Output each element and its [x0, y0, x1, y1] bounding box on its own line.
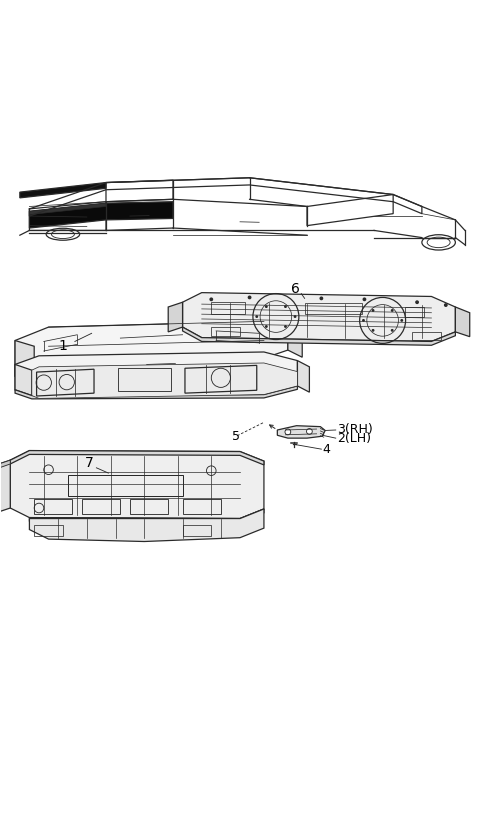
Polygon shape [182, 293, 456, 341]
Circle shape [248, 296, 252, 299]
Bar [182, 525, 211, 535]
Polygon shape [10, 451, 264, 518]
Circle shape [400, 319, 403, 322]
Polygon shape [168, 302, 182, 332]
Bar [68, 474, 182, 496]
Circle shape [372, 309, 374, 312]
Circle shape [265, 325, 268, 328]
Circle shape [284, 325, 287, 328]
Bar [405, 307, 424, 316]
Bar [130, 500, 168, 513]
Circle shape [265, 305, 268, 308]
Bar [82, 500, 120, 513]
Bar [34, 525, 63, 535]
Circle shape [294, 315, 297, 318]
Polygon shape [15, 352, 298, 399]
Bar [211, 327, 240, 336]
Text: 2(LH): 2(LH) [337, 432, 371, 445]
Polygon shape [15, 341, 34, 382]
Polygon shape [0, 460, 10, 467]
Polygon shape [298, 360, 310, 392]
Polygon shape [29, 509, 264, 541]
Polygon shape [15, 321, 288, 377]
Circle shape [391, 329, 394, 332]
Polygon shape [20, 183, 106, 198]
Polygon shape [29, 203, 106, 214]
Circle shape [255, 315, 258, 318]
Text: 5: 5 [232, 430, 240, 443]
Text: 6: 6 [290, 282, 300, 296]
Circle shape [391, 309, 394, 312]
Bar [34, 500, 72, 513]
Bar [412, 332, 441, 341]
Circle shape [284, 305, 287, 308]
Circle shape [362, 319, 365, 322]
Text: 4: 4 [323, 443, 331, 456]
Polygon shape [29, 201, 173, 228]
Text: 1: 1 [59, 339, 67, 353]
Polygon shape [288, 329, 302, 357]
Bar [118, 368, 170, 390]
Text: 7: 7 [85, 456, 94, 470]
Bar [211, 302, 245, 314]
Circle shape [362, 297, 366, 302]
Polygon shape [182, 327, 456, 346]
Polygon shape [29, 509, 264, 522]
Text: 3(RH): 3(RH) [337, 424, 373, 437]
Circle shape [285, 429, 291, 434]
Polygon shape [0, 460, 10, 513]
Circle shape [444, 303, 448, 307]
Polygon shape [456, 307, 470, 337]
Polygon shape [277, 425, 325, 438]
Polygon shape [10, 451, 264, 465]
Bar [305, 303, 362, 314]
Circle shape [372, 329, 374, 332]
Bar [182, 500, 221, 513]
Polygon shape [15, 386, 298, 399]
Circle shape [415, 300, 419, 304]
Circle shape [209, 297, 213, 302]
Polygon shape [32, 363, 298, 399]
Circle shape [320, 297, 323, 300]
Polygon shape [15, 364, 32, 395]
Circle shape [307, 429, 312, 434]
